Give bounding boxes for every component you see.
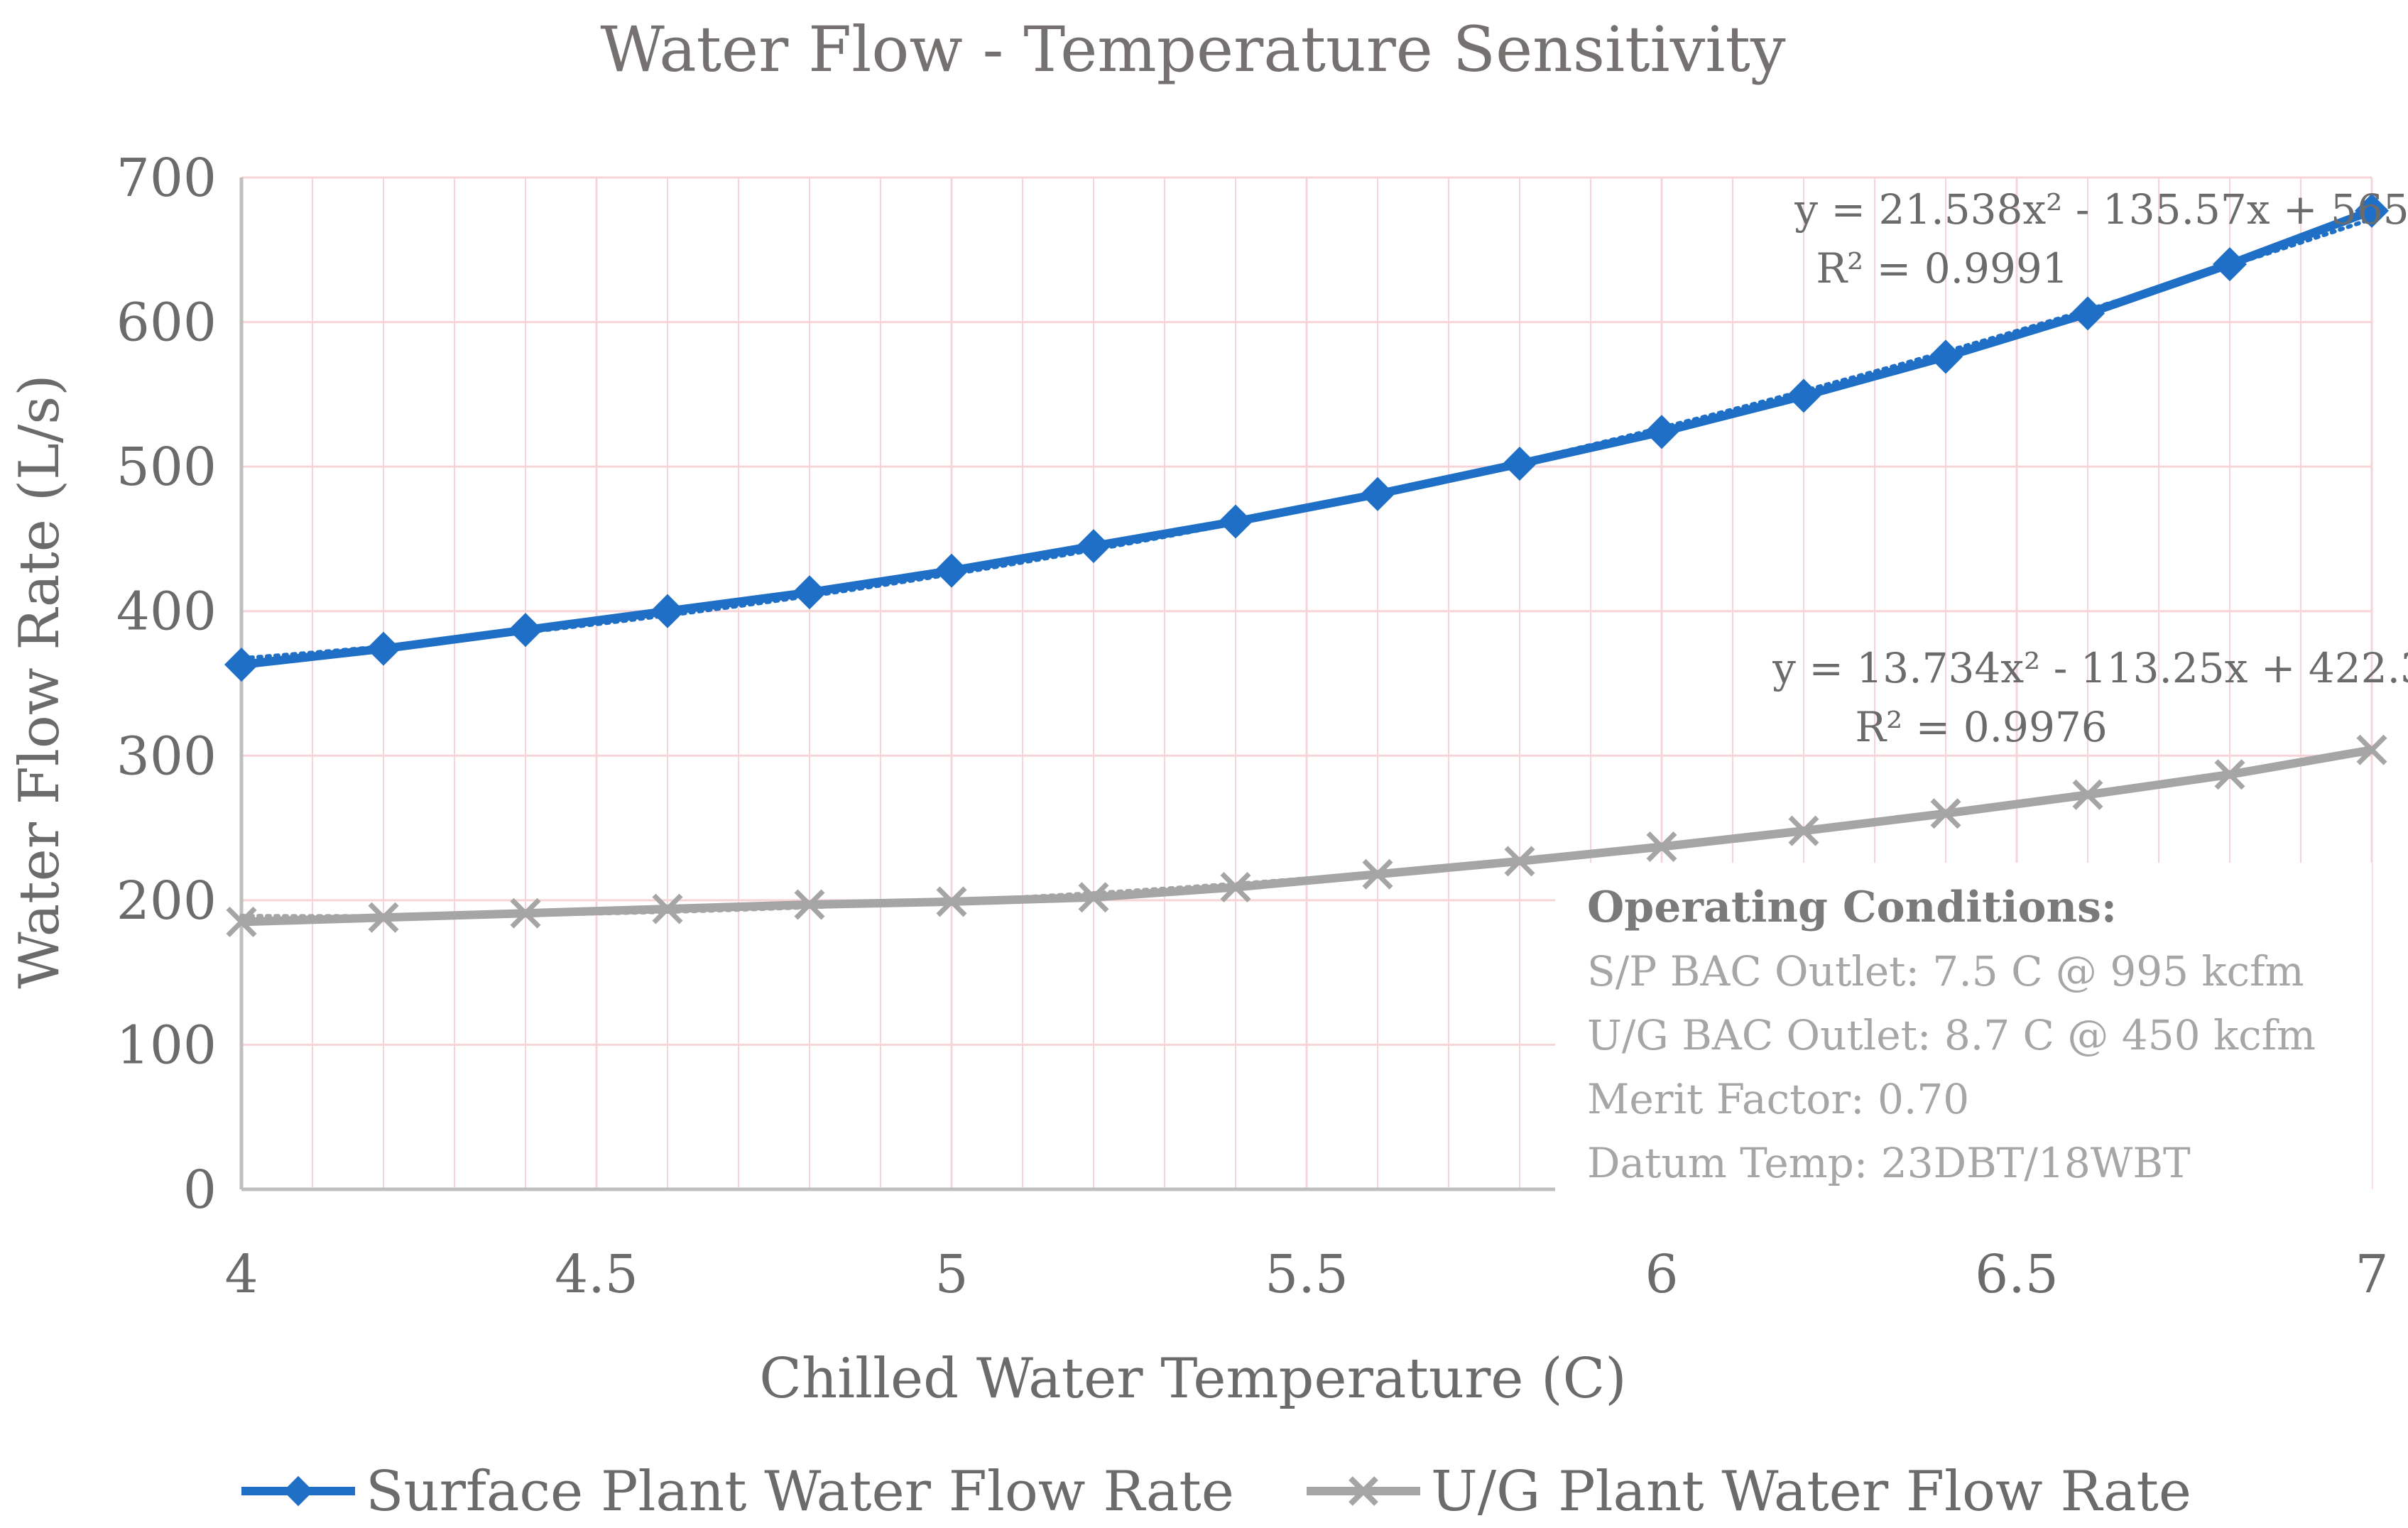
series-line [241,746,2373,927]
data-point [1502,447,1537,481]
x-tick-label: 5 [935,1244,968,1305]
x-axis-title: Chilled Water Temperature (C) [759,1347,1626,1411]
y-tick-label: 300 [116,726,217,787]
y-tick-label: 200 [116,871,217,932]
y-tick-labels: 0 100 200 300 400 500 600 700 [116,148,217,1221]
trendline-equation-ug: y = 13.734x² - 113.25x + 422.38 [1772,644,2408,692]
data-point [1930,798,1961,829]
x-tick-label: 5.5 [1265,1244,1349,1305]
data-point [1076,529,1111,564]
operating-condition-line: Merit Factor: 0.70 [1587,1075,1969,1123]
x-tick-labels: 4 4.5 5 5.5 6 6.5 7 [224,1244,2388,1305]
series-layer [224,193,2390,937]
operating-condition-line: Datum Temp: 23DBT/18WBT [1587,1139,2191,1187]
data-point [1788,815,1819,846]
x-tick-label: 6 [1645,1244,1678,1305]
y-tick-label: 600 [116,293,217,354]
data-point [1360,476,1395,511]
operating-condition-line: S/P BAC Outlet: 7.5 C @ 995 kcfm [1587,947,2304,995]
y-axis-title: Water Flow Rate (L/s) [8,374,72,988]
data-point [2356,734,2387,765]
data-point [1078,882,1109,913]
data-point [2072,779,2103,810]
data-point [226,906,257,937]
chart-title: Water Flow - Temperature Sensitivity [600,13,1785,86]
trendline-r2-surface: R² = 0.9991 [1816,244,2068,293]
legend-label-surface: Surface Plant Water Flow Rate [366,1460,1234,1524]
data-point [934,553,969,588]
data-point [1362,858,1393,890]
legend-label-ug: U/G Plant Water Flow Rate [1431,1460,2191,1524]
y-tick-label: 700 [116,148,217,209]
trendline-r2-ug: R² = 0.9976 [1855,703,2107,751]
data-point [2354,193,2390,228]
data-point [368,902,399,933]
data-point [366,631,401,666]
x-tick-label: 6.5 [1975,1244,2059,1305]
data-point [792,575,827,610]
y-tick-label: 0 [183,1159,217,1221]
data-point [936,886,967,917]
y-tick-label: 100 [116,1015,217,1076]
data-point [2212,247,2248,282]
y-tick-label: 400 [116,582,217,643]
y-tick-label: 500 [116,437,217,498]
data-point [510,897,541,929]
x-tick-label: 7 [2355,1244,2388,1305]
data-point [1644,415,1679,449]
data-point [1646,831,1677,863]
data-point [224,647,259,682]
operating-condition-line: U/G BAC Outlet: 8.7 C @ 450 kcfm [1587,1011,2316,1059]
operating-conditions-box [1555,863,2372,1204]
series-line [241,207,2374,669]
data-point [650,594,685,628]
x-tick-label: 4.5 [555,1244,638,1305]
data-point [508,613,543,648]
data-point [652,893,683,924]
trendline-equation-surface: y = 21.538x² - 135.57x + 565 [1794,185,2408,234]
legend-marker-surface [283,1475,314,1507]
data-point [1220,872,1251,903]
data-point [1928,339,1963,374]
gridlines [241,176,2373,1189]
operating-conditions-heading: Operating Conditions: [1587,883,2117,932]
series-ug-plant [226,734,2387,937]
data-point [1786,378,1821,413]
data-point [1504,846,1535,877]
legend-marker-ug [1349,1476,1378,1506]
x-tick-label: 4 [224,1244,258,1305]
data-point [2070,296,2105,331]
data-point [2214,759,2245,790]
legend: Surface Plant Water Flow Rate U/G Plant … [241,1460,2191,1524]
data-point [794,889,825,920]
data-point [1218,504,1253,539]
